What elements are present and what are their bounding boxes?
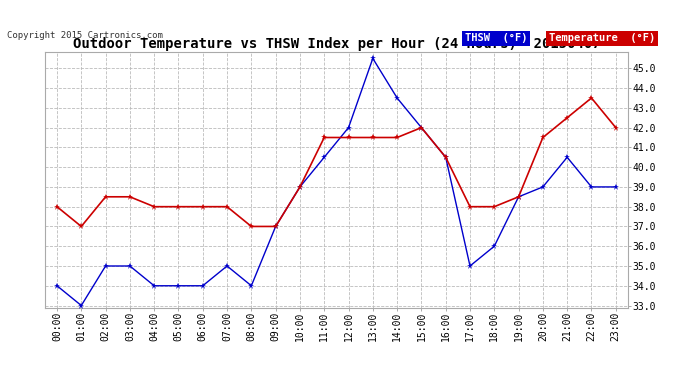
Title: Outdoor Temperature vs THSW Index per Hour (24 Hours)  20150407: Outdoor Temperature vs THSW Index per Ho… <box>72 38 600 51</box>
Text: Temperature  (°F): Temperature (°F) <box>549 33 656 44</box>
Text: Copyright 2015 Cartronics.com: Copyright 2015 Cartronics.com <box>7 30 163 39</box>
Text: THSW  (°F): THSW (°F) <box>464 33 527 44</box>
